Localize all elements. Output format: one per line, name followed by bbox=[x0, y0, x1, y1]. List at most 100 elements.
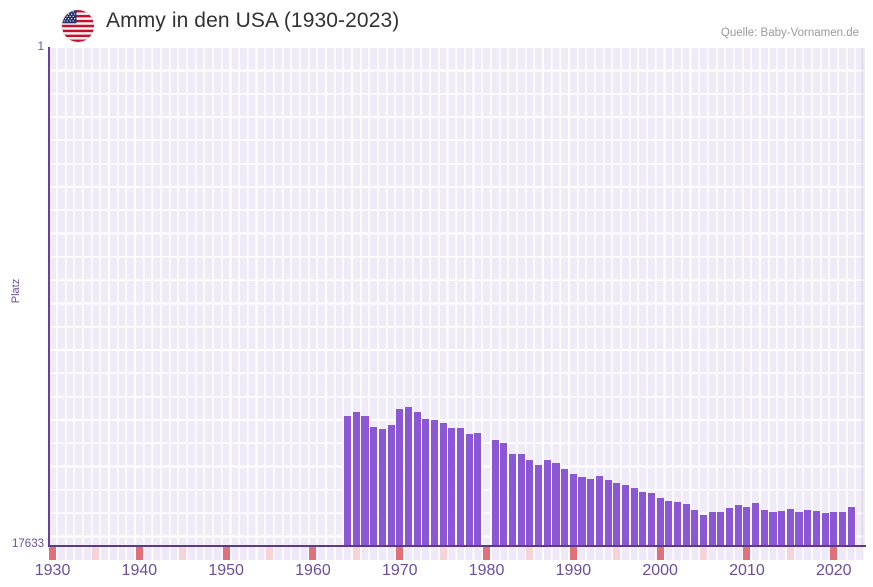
bar-2005[interactable] bbox=[700, 514, 708, 545]
x-axis-tick-label-1960: 1960 bbox=[295, 562, 331, 579]
x-axis-tick-label-2010: 2010 bbox=[729, 562, 765, 579]
x-tick-mark-1985 bbox=[526, 547, 534, 560]
bar-2009[interactable] bbox=[734, 505, 742, 545]
bar-2007[interactable] bbox=[717, 511, 725, 545]
bar-1998[interactable] bbox=[639, 491, 647, 545]
bar-1982[interactable] bbox=[500, 443, 508, 545]
bar-2013[interactable] bbox=[769, 511, 777, 545]
page-title: Ammy in den USA (1930-2023) bbox=[106, 9, 400, 32]
bar-1988[interactable] bbox=[552, 463, 560, 545]
bar-1994[interactable] bbox=[604, 480, 612, 545]
bar-2021[interactable] bbox=[838, 511, 846, 545]
bar-1981[interactable] bbox=[491, 440, 499, 545]
chart-header: Ammy in den USA (1930-2023) Quelle: Baby… bbox=[0, 0, 873, 46]
bar-2000[interactable] bbox=[656, 498, 664, 545]
bar-2012[interactable] bbox=[760, 510, 768, 545]
x-tick-mark-1975 bbox=[439, 547, 447, 560]
bar-1977[interactable] bbox=[456, 428, 465, 545]
x-tick-mark-1980 bbox=[483, 547, 491, 560]
x-axis-tick-label-1980: 1980 bbox=[468, 562, 505, 579]
bar-2015[interactable] bbox=[786, 509, 794, 545]
x-axis-tick-label-2020: 2020 bbox=[815, 562, 852, 579]
bar-1965[interactable] bbox=[352, 411, 360, 545]
us-flag-icon bbox=[62, 10, 94, 42]
y-axis-label: Platz bbox=[10, 278, 22, 304]
x-axis-tick-label-2000: 2000 bbox=[642, 562, 678, 579]
x-tick-mark-2015 bbox=[786, 547, 794, 560]
bar-series bbox=[49, 48, 865, 545]
bar-1995[interactable] bbox=[613, 483, 621, 545]
bar-1999[interactable] bbox=[647, 493, 655, 545]
bar-2008[interactable] bbox=[726, 508, 734, 545]
bar-2010[interactable] bbox=[743, 507, 751, 545]
x-tick-mark-1945 bbox=[179, 547, 187, 560]
plot-area bbox=[49, 48, 865, 545]
x-tick-mark-2005 bbox=[700, 547, 708, 560]
x-tick-mark-1940 bbox=[135, 547, 143, 560]
bar-1964[interactable] bbox=[344, 416, 352, 545]
x-tick-mark-1990 bbox=[569, 547, 577, 560]
bar-1997[interactable] bbox=[630, 487, 638, 545]
bar-2004[interactable] bbox=[691, 509, 699, 545]
bar-1993[interactable] bbox=[595, 476, 603, 545]
x-axis-tick-strip bbox=[49, 547, 865, 560]
bar-1978[interactable] bbox=[465, 434, 473, 545]
x-tick-mark-1930 bbox=[49, 547, 57, 560]
bar-2017[interactable] bbox=[804, 510, 812, 545]
bar-1976[interactable] bbox=[448, 428, 456, 545]
bar-1972[interactable] bbox=[413, 412, 421, 545]
bar-2020[interactable] bbox=[830, 512, 838, 545]
bar-2022[interactable] bbox=[847, 506, 855, 545]
bar-1971[interactable] bbox=[404, 406, 412, 545]
bar-1984[interactable] bbox=[517, 453, 525, 545]
bar-2019[interactable] bbox=[821, 513, 829, 545]
bar-1986[interactable] bbox=[535, 465, 543, 545]
bar-1979[interactable] bbox=[474, 433, 482, 545]
bar-1967[interactable] bbox=[370, 426, 378, 545]
bar-1996[interactable] bbox=[621, 484, 629, 545]
source-label: Quelle: Baby-Vornamen.de bbox=[720, 27, 859, 39]
y-axis-line bbox=[48, 47, 50, 546]
bar-1968[interactable] bbox=[378, 429, 386, 545]
x-tick-mark-1950 bbox=[222, 547, 230, 560]
no-data-shaded-band bbox=[860, 48, 865, 545]
x-tick-mark-1965 bbox=[352, 547, 360, 560]
bar-1974[interactable] bbox=[430, 420, 438, 545]
x-axis-tick-label-1950: 1950 bbox=[208, 562, 244, 579]
x-axis-tick-label-1990: 1990 bbox=[555, 562, 592, 579]
bar-1990[interactable] bbox=[569, 474, 577, 545]
x-tick-mark-2010 bbox=[743, 547, 751, 560]
bar-1992[interactable] bbox=[587, 479, 595, 545]
x-tick-mark-1970 bbox=[396, 547, 404, 560]
bar-1969[interactable] bbox=[387, 424, 395, 545]
bar-2002[interactable] bbox=[673, 501, 682, 545]
x-tick-mark-1960 bbox=[309, 547, 317, 560]
x-tick-mark-2000 bbox=[656, 547, 664, 560]
x-tick-mark-2020 bbox=[830, 547, 838, 560]
bar-2011[interactable] bbox=[752, 503, 760, 545]
bar-1975[interactable] bbox=[439, 422, 447, 545]
bar-1973[interactable] bbox=[422, 419, 430, 545]
bar-2018[interactable] bbox=[812, 511, 820, 545]
x-tick-mark-1955 bbox=[266, 547, 274, 560]
bar-1985[interactable] bbox=[526, 460, 534, 545]
x-axis-line bbox=[48, 545, 866, 547]
bar-1983[interactable] bbox=[509, 453, 517, 545]
bar-2003[interactable] bbox=[682, 504, 690, 545]
x-tick-mark-1995 bbox=[613, 547, 621, 560]
bar-2006[interactable] bbox=[708, 511, 716, 545]
bar-1966[interactable] bbox=[361, 416, 369, 545]
bar-2014[interactable] bbox=[778, 511, 786, 545]
x-tick-mark-1935 bbox=[92, 547, 100, 560]
x-axis-tick-label-1970: 1970 bbox=[381, 562, 418, 579]
x-axis-tick-label-1940: 1940 bbox=[121, 562, 158, 579]
bar-1970[interactable] bbox=[396, 408, 404, 545]
y-axis-tick-bottom: 17633 bbox=[12, 538, 44, 550]
bar-1989[interactable] bbox=[561, 469, 569, 545]
bar-1987[interactable] bbox=[543, 460, 551, 545]
y-axis-tick-top: 1 bbox=[37, 41, 44, 53]
bar-2001[interactable] bbox=[665, 500, 673, 545]
bar-2016[interactable] bbox=[795, 512, 803, 545]
bar-1991[interactable] bbox=[578, 476, 586, 545]
